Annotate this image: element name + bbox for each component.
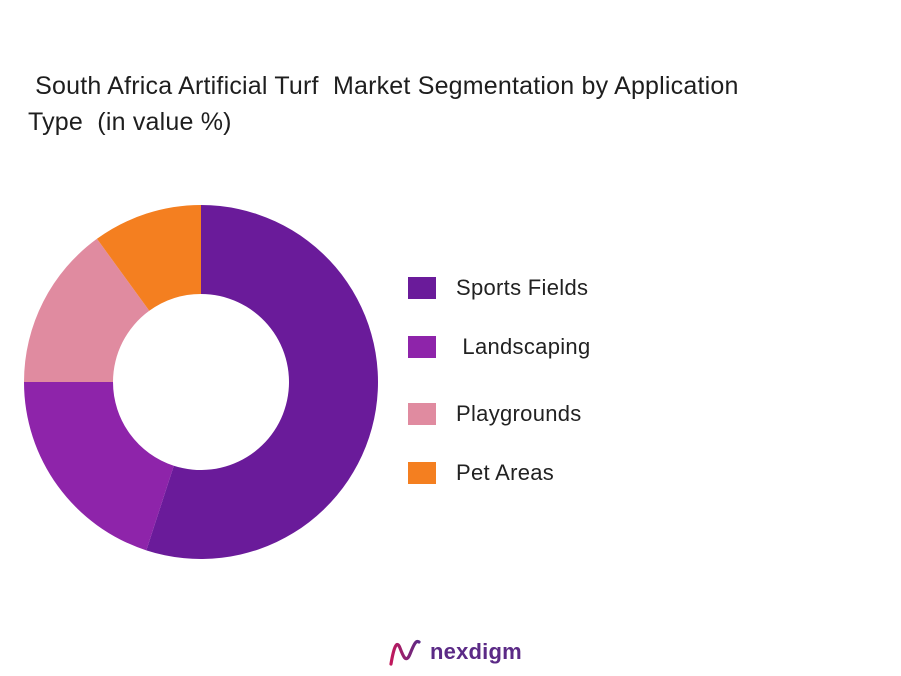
donut-chart — [0, 180, 400, 580]
logo-text: nexdigm — [430, 639, 522, 664]
legend-item-landscaping[interactable]: Landscaping — [408, 327, 590, 367]
legend-label: Sports Fields — [456, 275, 589, 300]
legend-item-playgrounds[interactable]: Playgrounds — [408, 394, 582, 434]
legend-swatch — [408, 403, 436, 425]
legend-label: Landscaping — [456, 334, 591, 359]
donut-slice-sports-fields[interactable] — [146, 205, 379, 559]
donut-slice-playgrounds[interactable] — [24, 238, 150, 382]
brand-logo: nexdigm — [388, 632, 522, 672]
legend-swatch — [408, 277, 436, 299]
chart-title: South Africa Artificial Turf Market Segm… — [28, 72, 746, 136]
donut-slice-pet-areas[interactable] — [96, 205, 201, 311]
legend-item-pet-areas[interactable]: Pet Areas — [408, 453, 554, 493]
legend-item-sports-fields[interactable]: Sports Fields — [408, 268, 588, 308]
legend-swatch — [408, 336, 436, 358]
legend-label: Pet Areas — [456, 460, 555, 485]
legend-swatch — [408, 462, 436, 484]
donut-slice-landscaping[interactable] — [24, 382, 174, 551]
legend: Sports Fields Landscaping Playgrounds Pe… — [408, 268, 738, 498]
donut-chart-svg — [24, 205, 379, 559]
nexdigm-wave-icon — [389, 639, 421, 666]
legend-label: Playgrounds — [456, 401, 582, 426]
